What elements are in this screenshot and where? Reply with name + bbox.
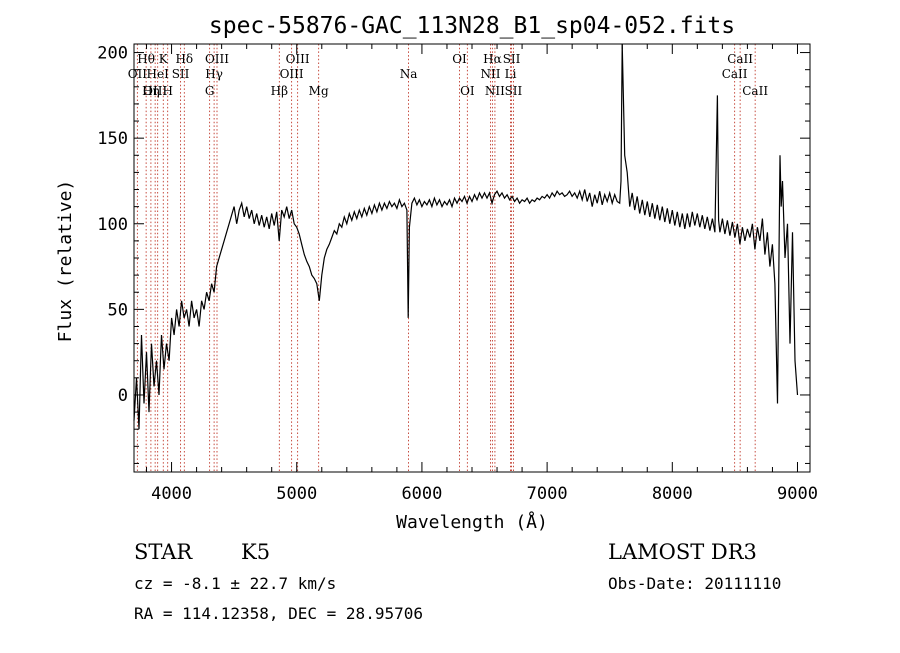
ra-dec-coordinates: RA = 114.12358, DEC = 28.95706 xyxy=(134,604,423,623)
x-tick-label: 5000 xyxy=(276,484,317,504)
x-tick-label: 9000 xyxy=(777,484,818,504)
x-tick-label: 6000 xyxy=(401,484,442,504)
spectral-line-label: HeI xyxy=(147,67,170,81)
x-tick-label: 4000 xyxy=(151,484,192,504)
flux-series-line xyxy=(133,43,799,430)
y-tick-label: 50 xyxy=(108,300,128,320)
spectral-line-label: Li xyxy=(505,67,517,81)
spectral-line-label: CaII xyxy=(727,52,753,66)
spectral-line-label: OIII xyxy=(280,67,304,81)
y-tick-label: 0 xyxy=(118,386,128,406)
y-axis-label: Flux (relative) xyxy=(55,180,76,343)
spectral-line-label: OII xyxy=(128,67,148,81)
observation-date: Obs-Date: 20111110 xyxy=(608,574,781,593)
y-tick-label: 100 xyxy=(97,215,128,235)
spectral-line-label: SII xyxy=(505,84,523,98)
spectral-line-label: SII xyxy=(503,52,521,66)
spectral-line-label: Hβ xyxy=(271,84,288,98)
spectral-line-markers xyxy=(136,44,756,472)
spectral-line-label: CaII xyxy=(742,84,768,98)
x-tick-label: 8000 xyxy=(652,484,693,504)
x-axis-label: Wavelength (Å) xyxy=(396,511,548,533)
chart-title: spec-55876-GAC_113N28_B1_sp04-052.fits xyxy=(209,13,735,39)
survey-name: LAMOST DR3 xyxy=(608,540,757,564)
plot-frame xyxy=(133,43,811,473)
spectral-line-label: K xyxy=(159,52,169,66)
spectral-line-label: Hη xyxy=(142,84,160,98)
object-class: STAR xyxy=(134,540,193,564)
y-tick-label: 200 xyxy=(97,44,128,64)
spectral-line-label: OI xyxy=(452,52,467,66)
spectral-line-label: OI xyxy=(460,84,475,98)
spectral-line-label: Hθ xyxy=(137,52,155,66)
spectral-line-label: Hγ xyxy=(205,67,223,81)
redshift-velocity: cz = -8.1 ± 22.7 km/s xyxy=(134,574,336,593)
spectral-line-label: OIII xyxy=(143,84,167,98)
spectral-line-label: CaII xyxy=(722,67,748,81)
x-axis-ticks: 4000 5000 6000 7000 8000 9000 xyxy=(146,44,818,504)
spectral-line-label: G xyxy=(205,84,215,98)
spectral-line-label: SII xyxy=(172,67,190,81)
y-tick-label: 150 xyxy=(97,129,128,149)
spectral-line-label: Na xyxy=(400,67,418,81)
x-tick-label: 7000 xyxy=(527,484,568,504)
spectral-line-label: H xyxy=(162,84,172,98)
spectral-line-label: Mg xyxy=(309,84,329,98)
y-axis-ticks: 0 50 100 150 200 xyxy=(97,44,810,464)
spectral-line-label: OIII xyxy=(286,52,310,66)
spectral-line-label: NII xyxy=(485,84,505,98)
spectral-line-label: Hα xyxy=(483,52,502,66)
spectral-line-label: NII xyxy=(481,67,501,81)
spectral-line-label: Hδ xyxy=(175,52,193,66)
object-subclass: K5 xyxy=(241,540,270,564)
spectral-line-label: OIII xyxy=(205,52,229,66)
